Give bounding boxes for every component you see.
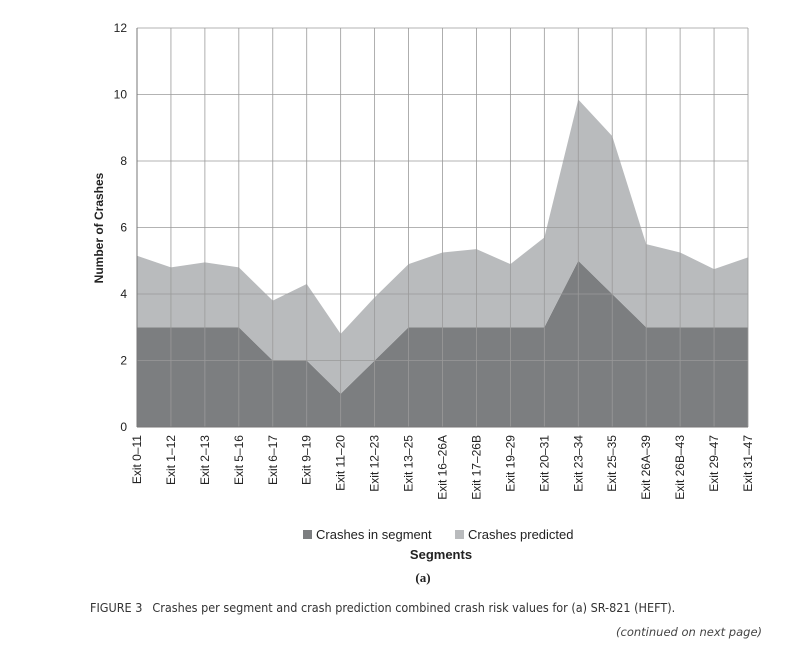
x-tick-label: Exit 5–16 (232, 435, 246, 485)
x-tick-label: Exit 29–47 (707, 435, 721, 492)
x-tick-label: Exit 12–23 (368, 435, 382, 492)
x-tick-label: Exit 25–35 (605, 435, 619, 492)
y-tick-label: 4 (120, 287, 127, 301)
legend-label-crashes-predicted: Crashes predicted (468, 527, 574, 542)
x-axis-label: Segments (410, 547, 472, 562)
y-axis-label: Number of Crashes (92, 172, 106, 283)
x-tick-label: Exit 6–17 (266, 435, 280, 485)
y-tick-label: 12 (114, 21, 128, 35)
x-tick-labels: Exit 0–11 Exit 1–12 Exit 2–13 Exit 5–16 Exit… (130, 435, 755, 500)
y-tick-labels: 0 2 4 6 8 10 12 (114, 21, 128, 434)
x-tick-label: Exit 19–29 (503, 435, 517, 492)
legend-swatch-crashes-in-segment (303, 530, 312, 539)
x-tick-label: Exit 17–26B (469, 435, 483, 500)
legend: Crashes in segment Crashes predicted (303, 527, 574, 542)
y-tick-label: 2 (120, 354, 127, 368)
continued-note: (continued on next page) (616, 625, 762, 639)
x-tick-label: Exit 16–26A (436, 435, 450, 500)
x-tick-label: Exit 26A–39 (639, 435, 653, 500)
x-tick-label: Exit 31–47 (741, 435, 755, 492)
x-tick-label: Exit 26B–43 (673, 435, 687, 500)
x-tick-label: Exit 2–13 (198, 435, 212, 485)
legend-label-crashes-in-segment: Crashes in segment (316, 527, 432, 542)
figure-caption: FIGURE 3 Crashes per segment and crash pr… (90, 600, 780, 615)
y-tick-label: 10 (114, 88, 128, 102)
x-tick-label: Exit 0–11 (130, 435, 144, 484)
axes (136, 28, 748, 428)
y-tick-label: 6 (120, 221, 127, 235)
figure-number: FIGURE 3 (90, 600, 143, 615)
figure-caption-text: Crashes per segment and crash prediction… (152, 600, 676, 615)
x-tick-label: Exit 20–31 (537, 435, 551, 492)
area-crashes-predicted (137, 99, 748, 394)
x-tick-label: Exit 9–19 (300, 435, 314, 485)
x-tick-label: Exit 13–25 (402, 435, 416, 492)
y-tick-label: 0 (120, 420, 127, 434)
legend-swatch-crashes-predicted (455, 530, 464, 539)
x-tick-label: Exit 11–20 (334, 435, 348, 491)
y-tick-label: 8 (120, 154, 127, 168)
subfigure-label: (a) (415, 570, 430, 585)
x-tick-label: Exit 1–12 (164, 435, 178, 485)
x-tick-label: Exit 23–34 (571, 435, 585, 492)
